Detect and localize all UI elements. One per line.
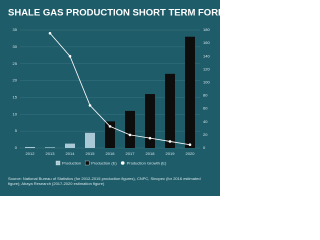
bar [125,110,135,148]
line-point [188,143,192,147]
x-tick-label: 2020 [186,151,196,156]
legend-label: Production [62,160,81,165]
line-point [68,54,72,58]
bar [45,147,55,148]
y-tick-label: 15 [13,94,18,99]
line-point [108,125,112,128]
source: Source: National Bureau of Statistics (f… [8,176,201,186]
line-point [128,133,132,137]
bar [165,73,175,148]
legend-swatch [55,160,61,166]
x-tick-label: 2012 [26,151,36,156]
y2-tick-label: 40 [203,119,208,124]
line-point [168,140,172,143]
y2-tick-label: 100 [203,80,210,85]
x-tick-label: 2018 [146,151,156,156]
line [49,33,191,146]
legend-label: Production (E) [91,160,117,165]
y2-tick-label: 180 [203,27,210,32]
bar [25,146,35,148]
bar [145,94,155,148]
y2-tick-label: 140 [203,53,210,58]
line-point [48,31,52,35]
y-tick-label: 25 [13,61,18,66]
y-tick-label: 0 [15,145,18,150]
legend-swatch [120,161,125,165]
chart-title: SHALE GAS PRODUCTION SHORT TERM FORECAST [8,8,220,19]
y2-tick-label: 160 [203,40,210,45]
legend-label: Production Growth (E) [127,160,167,165]
x-tick-label: 2014 [66,151,76,156]
bar [65,143,75,148]
legend-swatch [84,160,90,166]
source-box: Source: National Bureau of Statistics (f… [8,176,201,186]
bar [185,36,195,148]
y-tick-label: 20 [13,78,18,83]
x-tick-label: 2017 [126,151,136,156]
line-point [148,136,152,140]
y-tick-label: 10 [13,111,18,116]
y2-tick-label: 60 [203,106,208,111]
chart: SHALE GAS PRODUCTION SHORT TERM FORECAST… [0,0,220,196]
y-tick-label: 35 [13,27,18,32]
bar [105,121,115,148]
bar [85,132,95,148]
y2-tick-label: 80 [203,93,208,98]
y2-tick-label: 20 [203,132,208,137]
y-tick-label: 30 [13,44,18,49]
y2-tick-label: 0 [203,145,206,150]
x-tick-label: 2015 [86,151,96,156]
x-tick-label: 2013 [46,151,56,156]
y-tick-label: 5 [15,128,18,133]
line-point [88,104,92,107]
x-tick-label: 2016 [106,151,116,156]
y2-tick-label: 120 [203,66,210,71]
x-tick-label: 2019 [166,151,176,156]
